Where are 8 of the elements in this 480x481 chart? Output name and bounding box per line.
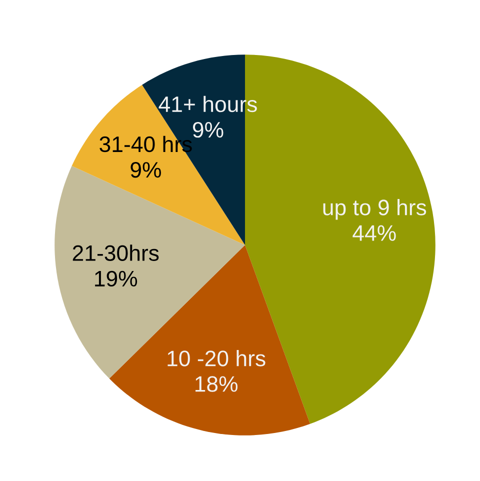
data-label: 18% <box>196 376 238 392</box>
data-label: 9% <box>130 162 161 178</box>
data-label: 9% <box>192 122 224 138</box>
data-label: 44% <box>352 225 396 241</box>
slice-label: up to 9 hrs <box>323 199 426 220</box>
slice-label: 10 -20 hrs <box>168 350 266 366</box>
slice-label: 21-30hrs <box>72 244 159 262</box>
data-label: 19% <box>95 270 138 287</box>
